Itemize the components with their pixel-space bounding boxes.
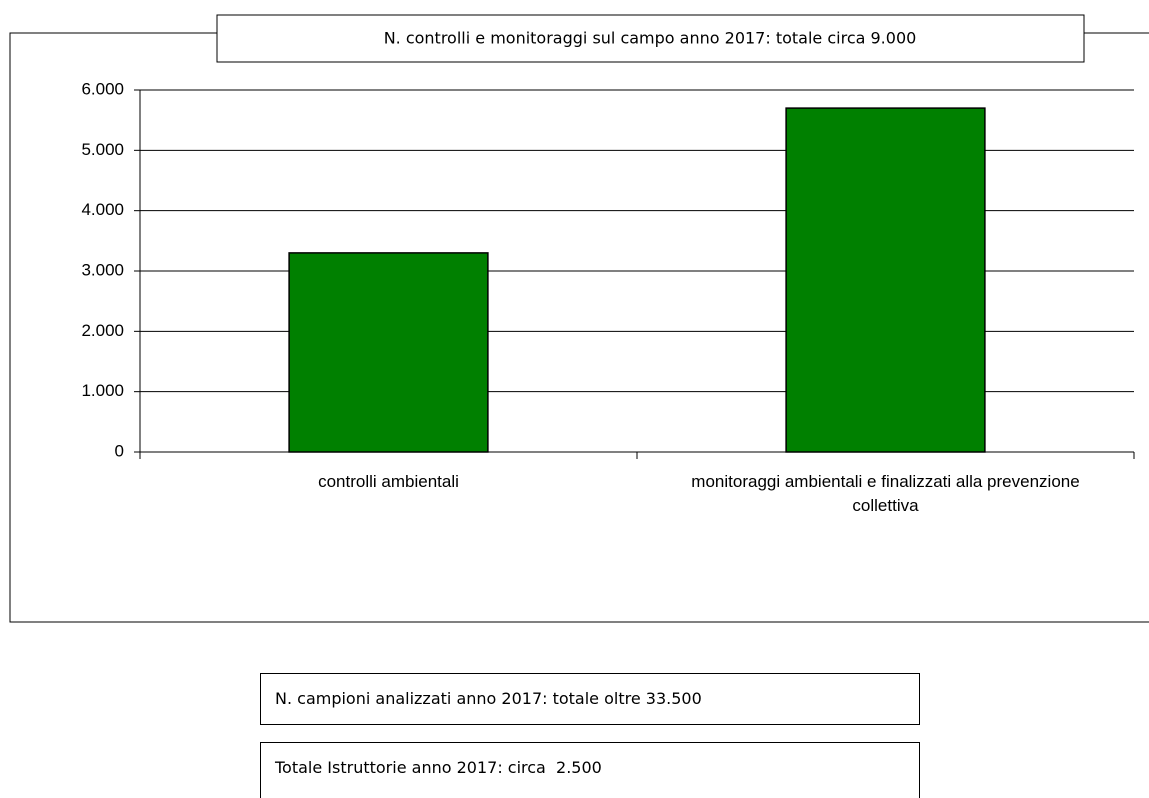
x-tick-label: controlli ambientali [318,472,459,491]
y-tick-label: 0 [115,441,124,460]
y-tick-label: 3.000 [81,260,124,279]
y-tick-label: 1.000 [81,381,124,400]
chart-title: N. controlli e monitoraggi sul campo ann… [384,29,917,48]
chart: N. controlli e monitoraggi sul campo ann… [9,14,1149,623]
y-tick-label: 4.000 [81,200,124,219]
note-box: Totale Istruttorie anno 2017: circa 2.50… [260,742,920,798]
bar [785,107,986,453]
y-tick-label: 2.000 [81,321,124,340]
title-box [216,14,1085,63]
y-tick-label: 5.000 [81,140,124,159]
note-box: N. campioni analizzati anno 2017: totale… [260,673,920,725]
x-tick-label: monitoraggi ambientali e finalizzati all… [691,472,1080,515]
chart-frame [9,32,1149,623]
bar [288,252,489,453]
y-tick-label: 6.000 [81,79,124,98]
